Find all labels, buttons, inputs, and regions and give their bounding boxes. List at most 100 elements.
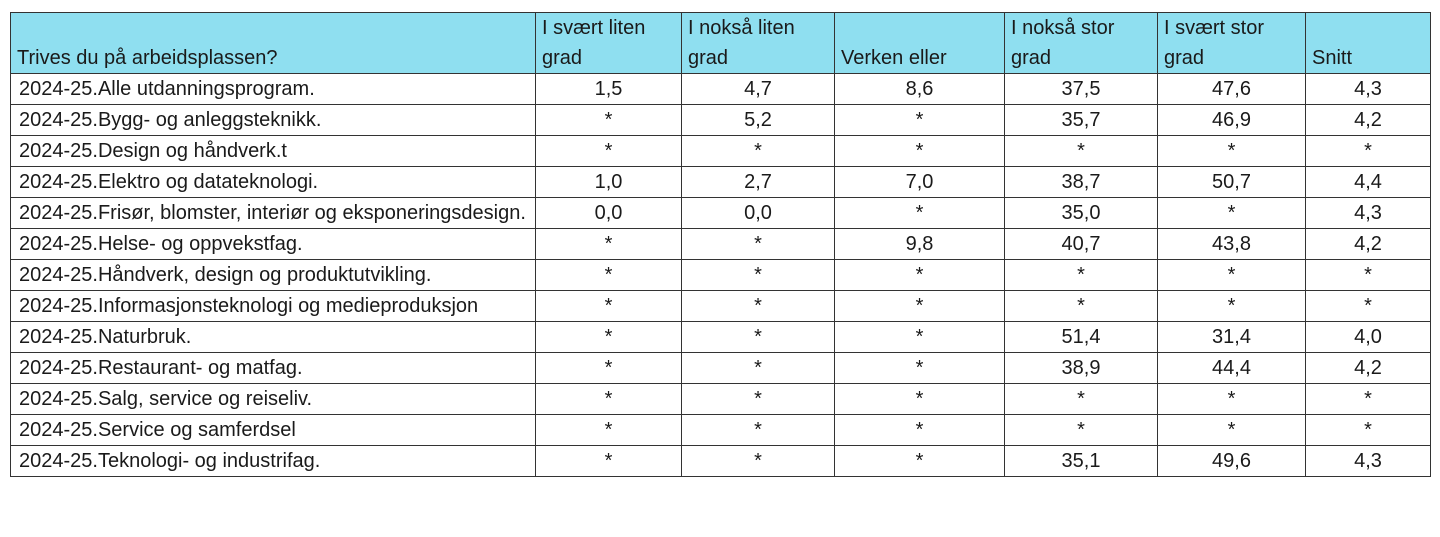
table-cell: * <box>535 352 682 384</box>
table-cell: * <box>681 228 835 260</box>
table-cell: * <box>535 414 682 446</box>
row-label: 2024-25.Alle utdanningsprogram. <box>10 73 536 105</box>
cell-value: * <box>1364 419 1372 441</box>
cell-value: * <box>915 326 924 348</box>
table-cell: * <box>834 414 1005 446</box>
cell-value: 40,7 <box>1061 233 1101 255</box>
cell-value: * <box>915 140 924 162</box>
cell-value: 51,4 <box>1061 326 1101 348</box>
cell-value: 38,9 <box>1061 357 1101 379</box>
table-cell: * <box>1305 259 1431 291</box>
cell-value: * <box>604 419 613 441</box>
table-row: 2024-25.Service og samferdsel * * * * * * <box>10 414 1431 446</box>
column-header-5: I svært stor grad <box>1157 12 1306 74</box>
table-cell: * <box>681 135 835 167</box>
cell-value: * <box>754 326 762 348</box>
cell-value: * <box>754 233 762 255</box>
table-cell: 0,0 <box>681 197 835 229</box>
cell-value: 4,3 <box>1354 78 1382 100</box>
table-cell: * <box>1157 383 1306 415</box>
table-cell: 4,0 <box>1305 321 1431 353</box>
cell-value: * <box>604 140 613 162</box>
table-row: 2024-25.Naturbruk. * * * 51,4 31,4 4,0 <box>10 321 1431 353</box>
table-cell: * <box>1004 135 1158 167</box>
table-cell: * <box>1157 135 1306 167</box>
table-cell: * <box>681 321 835 353</box>
table-cell: 8,6 <box>834 73 1005 105</box>
column-header-label: I svært liten grad <box>542 17 646 69</box>
table-row: 2024-25.Teknologi- og industrifag. * * * 35,… <box>10 445 1431 477</box>
header-row: Trives du på arbeidsplassen? I svært lite… <box>10 12 1431 74</box>
cell-value: 9,8 <box>905 233 934 255</box>
row-label: 2024-25.Helse- og oppvekstfag. <box>10 228 536 260</box>
table-cell: 31,4 <box>1157 321 1306 353</box>
table-cell: 4,2 <box>1305 228 1431 260</box>
column-header-label: I svært stor grad <box>1164 17 1265 69</box>
cell-value: 31,4 <box>1212 326 1251 348</box>
cell-value: * <box>1077 388 1085 410</box>
cell-value: 1,0 <box>594 171 623 193</box>
cell-value: 44,4 <box>1212 357 1251 379</box>
table-cell: * <box>1004 259 1158 291</box>
column-header-label: Verken eller <box>841 47 947 69</box>
table-row: 2024-25.Informasjonsteknologi og mediepr… <box>10 290 1431 322</box>
table-row: 2024-25.Bygg- og anleggsteknikk. * 5,2 * 35,… <box>10 104 1431 136</box>
table-cell: * <box>535 104 682 136</box>
table-cell: * <box>535 321 682 353</box>
cell-value: 47,6 <box>1212 78 1251 100</box>
table-cell: 9,8 <box>834 228 1005 260</box>
cell-value: * <box>1227 202 1236 224</box>
table-cell: * <box>834 135 1005 167</box>
cell-value: * <box>1227 140 1236 162</box>
table-cell: 35,7 <box>1004 104 1158 136</box>
table-cell: 4,2 <box>1305 104 1431 136</box>
column-header-label: I nokså stor grad <box>1011 17 1115 69</box>
cell-value: 1,5 <box>594 78 623 100</box>
cell-value: 50,7 <box>1212 171 1251 193</box>
cell-value: * <box>1227 388 1236 410</box>
table-cell: 49,6 <box>1157 445 1306 477</box>
table-cell: * <box>681 352 835 384</box>
cell-value: 4,3 <box>1354 450 1382 472</box>
cell-value: * <box>1364 140 1372 162</box>
cell-value: * <box>1364 264 1372 286</box>
cell-value: 37,5 <box>1061 78 1101 100</box>
row-label: 2024-25.Service og samferdsel <box>10 414 536 446</box>
cell-value: 4,3 <box>1354 202 1382 224</box>
cell-value: * <box>754 450 762 472</box>
table-cell: * <box>535 383 682 415</box>
table-cell: 51,4 <box>1004 321 1158 353</box>
cell-value: 43,8 <box>1212 233 1251 255</box>
cell-value: * <box>1227 295 1236 317</box>
cell-value: 4,7 <box>744 78 772 100</box>
table-cell: * <box>535 228 682 260</box>
row-label: 2024-25.Håndverk, design og produktutvik… <box>10 259 536 291</box>
cell-value: * <box>1364 295 1372 317</box>
table-cell: 46,9 <box>1157 104 1306 136</box>
cell-value: * <box>604 450 613 472</box>
cell-value: 2,7 <box>744 171 772 193</box>
table-cell: * <box>1004 383 1158 415</box>
cell-value: 5,2 <box>744 109 772 131</box>
table-cell: * <box>1157 414 1306 446</box>
table-row: 2024-25.Elektro og datateknologi. 1,0 2,7 7… <box>10 166 1431 198</box>
cell-value: 0,0 <box>594 202 623 224</box>
table-cell: 4,4 <box>1305 166 1431 198</box>
column-header-2: I nokså liten grad <box>681 12 835 74</box>
row-label: 2024-25.Frisør, blomster, interiør og ek… <box>10 197 536 229</box>
table-cell: 44,4 <box>1157 352 1306 384</box>
cell-value: * <box>1227 264 1236 286</box>
cell-value: * <box>1077 264 1085 286</box>
table-cell: 4,3 <box>1305 73 1431 105</box>
table-row: 2024-25.Restaurant- og matfag. * * * 38,9 44,… <box>10 352 1431 384</box>
table-cell: * <box>1305 135 1431 167</box>
row-label: 2024-25.Salg, service og reiseliv. <box>10 383 536 415</box>
cell-value: * <box>604 357 613 379</box>
cell-value: * <box>754 419 762 441</box>
column-header-3: Verken eller <box>834 12 1005 74</box>
table-cell: 5,2 <box>681 104 835 136</box>
cell-value: * <box>915 109 924 131</box>
cell-value: 4,4 <box>1354 171 1382 193</box>
column-header-1: I svært liten grad <box>535 12 682 74</box>
table-cell: * <box>834 104 1005 136</box>
